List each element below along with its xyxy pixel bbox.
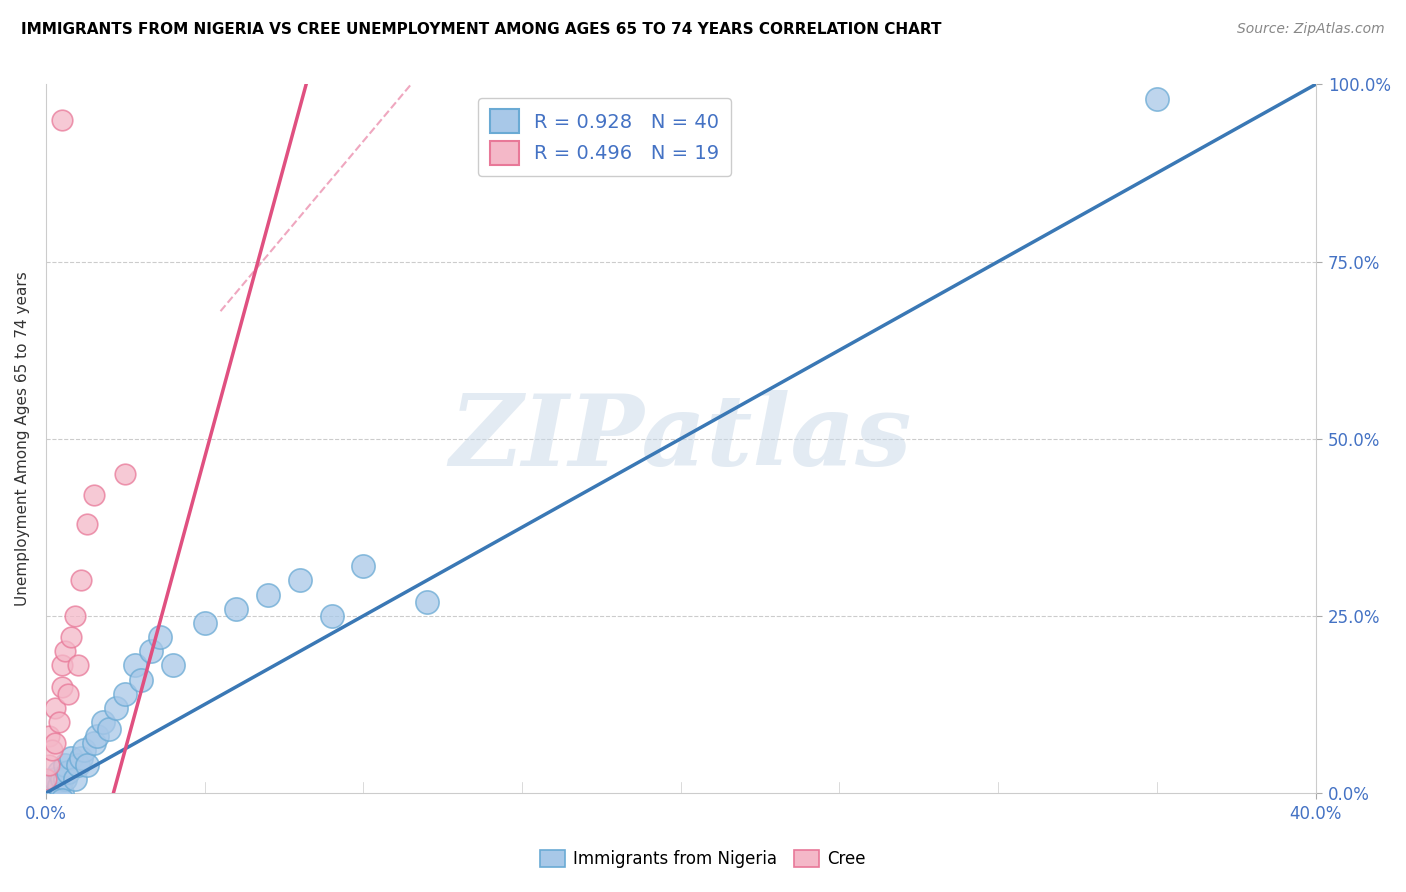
Point <box>51 793 73 807</box>
Point <box>51 680 73 694</box>
Point <box>98 723 121 737</box>
Text: IMMIGRANTS FROM NIGERIA VS CREE UNEMPLOYMENT AMONG AGES 65 TO 74 YEARS CORRELATI: IMMIGRANTS FROM NIGERIA VS CREE UNEMPLOY… <box>21 22 942 37</box>
Point <box>416 595 439 609</box>
Point <box>114 687 136 701</box>
Legend: R = 0.928   N = 40, R = 0.496   N = 19: R = 0.928 N = 40, R = 0.496 N = 19 <box>478 98 731 177</box>
Point <box>66 757 89 772</box>
Point <box>53 772 76 786</box>
Point <box>139 644 162 658</box>
Point <box>288 574 311 588</box>
Point <box>38 729 60 743</box>
Point <box>38 757 60 772</box>
Point <box>41 743 63 757</box>
Text: ZIPatlas: ZIPatlas <box>450 391 912 487</box>
Point <box>41 779 63 793</box>
Point <box>70 750 93 764</box>
Point <box>70 574 93 588</box>
Point <box>225 601 247 615</box>
Point <box>63 608 86 623</box>
Point <box>76 516 98 531</box>
Point <box>60 750 83 764</box>
Point <box>44 736 66 750</box>
Point <box>91 715 114 730</box>
Point <box>51 658 73 673</box>
Legend: Immigrants from Nigeria, Cree: Immigrants from Nigeria, Cree <box>533 843 873 875</box>
Point <box>51 786 73 800</box>
Point <box>35 772 58 786</box>
Point <box>73 743 96 757</box>
Point <box>41 786 63 800</box>
Point <box>129 673 152 687</box>
Point <box>60 630 83 644</box>
Point <box>44 779 66 793</box>
Point <box>38 786 60 800</box>
Point <box>124 658 146 673</box>
Point <box>56 687 79 701</box>
Point <box>48 779 70 793</box>
Point <box>53 757 76 772</box>
Text: Source: ZipAtlas.com: Source: ZipAtlas.com <box>1237 22 1385 37</box>
Point <box>83 488 105 502</box>
Point <box>56 764 79 779</box>
Point <box>44 701 66 715</box>
Point <box>1146 92 1168 106</box>
Point <box>76 757 98 772</box>
Point <box>114 467 136 482</box>
Point <box>63 772 86 786</box>
Point <box>257 588 280 602</box>
Point <box>66 658 89 673</box>
Y-axis label: Unemployment Among Ages 65 to 74 years: Unemployment Among Ages 65 to 74 years <box>15 271 30 606</box>
Point <box>162 658 184 673</box>
Point <box>86 729 108 743</box>
Point <box>51 112 73 127</box>
Point <box>83 736 105 750</box>
Point <box>44 772 66 786</box>
Point <box>149 630 172 644</box>
Point <box>51 772 73 786</box>
Point <box>35 786 58 800</box>
Point <box>194 615 217 630</box>
Point <box>352 559 374 574</box>
Point <box>38 779 60 793</box>
Point <box>321 608 343 623</box>
Point <box>48 764 70 779</box>
Point <box>104 701 127 715</box>
Point <box>48 715 70 730</box>
Point <box>53 644 76 658</box>
